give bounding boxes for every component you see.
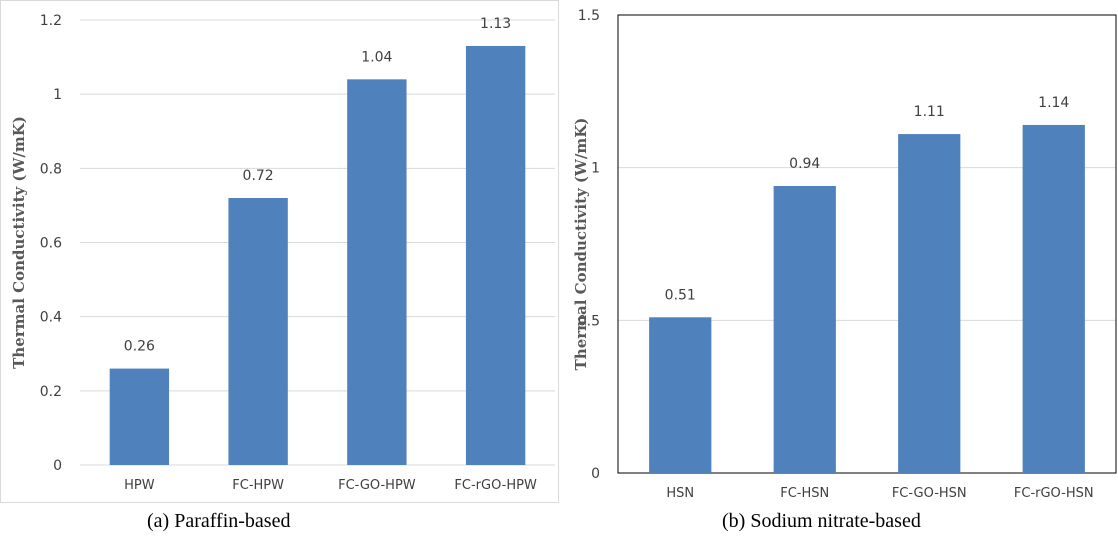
chart-caption-sodium-nitrate: (b) Sodium nitrate-based (722, 510, 921, 532)
x-tick-label: FC-GO-HSN (892, 486, 967, 501)
y-tick-label: 0 (591, 466, 600, 482)
y-tick-label: 0 (53, 458, 62, 474)
y-tick-label: 1.2 (40, 13, 62, 29)
y-tick-label: 0.4 (40, 310, 62, 326)
chart-panel-sodium-nitrate: 0 0.5 1 1.5 0.51 HSN 0.94 FC-HSN 1.11 FC-GO-HSN 1.… (560, 0, 1118, 542)
data-label: 0.26 (124, 339, 155, 355)
y-axis-label: Thermal Conductivity (W/mK) (572, 118, 590, 371)
bar (1022, 124, 1085, 474)
data-label: 1.04 (361, 49, 392, 65)
data-label: 1.11 (914, 104, 945, 120)
chart-area-border (0, 0, 559, 503)
y-tick-label: 1 (53, 87, 62, 103)
data-label: 0.72 (243, 168, 274, 184)
x-tick-label: FC-HPW (232, 478, 284, 493)
x-tick-label: FC-rGO-HSN (1014, 486, 1094, 501)
bar (465, 45, 526, 465)
x-tick-label: FC-HSN (780, 486, 829, 501)
bar (649, 317, 712, 473)
y-axis-label: Thermal Conductivity (W/mK) (10, 116, 28, 369)
bar (109, 368, 170, 465)
chart-paraffin: 0 0.2 0.4 0.6 0.8 1 1.2 0.26 HPW 0.72 FC-HPW 1.04 FC… (0, 0, 559, 503)
chart-panel-paraffin: 0 0.2 0.4 0.6 0.8 1 1.2 0.26 HPW 0.72 FC-HPW 1.04 FC… (0, 0, 559, 532)
y-tick-label: 1.5 (578, 8, 600, 24)
x-tick-label: FC-rGO-HPW (454, 478, 537, 493)
data-label: 1.14 (1038, 95, 1069, 111)
y-tick-label: 0.8 (40, 161, 62, 177)
plot-area-frame (617, 14, 1117, 474)
y-tick-label: 1 (591, 161, 600, 177)
data-label: 1.13 (480, 16, 511, 32)
x-tick-label: HSN (666, 486, 694, 501)
bar (228, 198, 288, 465)
data-label: 0.94 (789, 156, 820, 172)
bar (898, 134, 961, 473)
y-tick-label: 0.6 (40, 236, 62, 252)
x-tick-label: HPW (124, 478, 155, 493)
chart-caption-paraffin: (a) Paraffin-based (147, 510, 291, 532)
y-tick-label: 0.2 (40, 384, 62, 400)
data-label: 0.51 (665, 287, 696, 303)
bar (347, 79, 407, 465)
chart-sodium-nitrate: 00.511.50.51HSN0.94FC-HSN1.11FC-GO-HSN1.… (572, 8, 1117, 501)
y-tick-label: 0.5 (578, 313, 600, 329)
bar (773, 185, 836, 473)
x-tick-label: FC-GO-HPW (338, 478, 416, 493)
